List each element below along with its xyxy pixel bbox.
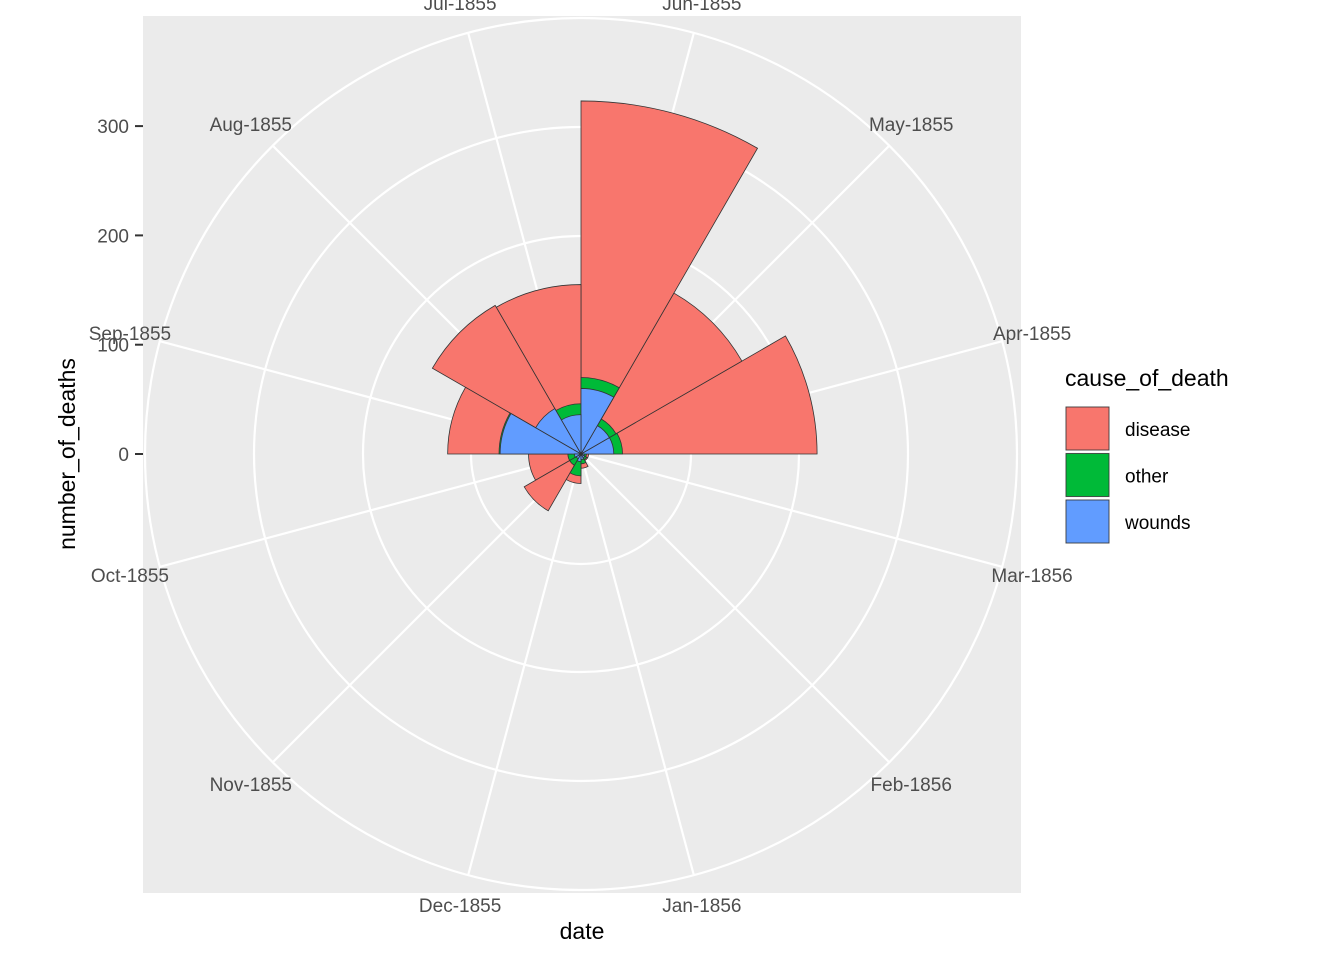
- x-axis-title: date: [560, 918, 605, 944]
- grid-circle-3: [143, 16, 1019, 892]
- angle-label-Feb-1856: Feb-1856: [871, 775, 952, 796]
- wedge-disease-Nov-1855: [523, 452, 583, 512]
- grid-spoke-10: [580, 453, 891, 764]
- angle-label-Sep-1855: Sep-1855: [89, 324, 171, 345]
- legend-swatch-disease: [1065, 406, 1110, 451]
- y-tick-label-200: 200: [97, 226, 129, 247]
- bars: [431, 100, 818, 512]
- wedge-wounds-Dec-1855: [576, 452, 582, 463]
- angle-label-Apr-1855: Apr-1855: [993, 324, 1071, 345]
- y-tick-label-0: 0: [118, 445, 129, 466]
- grid-spoke-6: [159, 452, 582, 568]
- legend-swatch-other: [1065, 453, 1110, 497]
- angle-label-Jan-1856: Jan-1856: [662, 896, 741, 917]
- legend-label-other: other: [1125, 467, 1169, 488]
- angle-label-Dec-1855: Dec-1855: [419, 896, 501, 917]
- legend-label-disease: disease: [1125, 420, 1191, 441]
- y-axis-title: number_of_deaths: [54, 358, 80, 550]
- wedge-disease-May-1855: [579, 292, 743, 456]
- wedge-disease-Apr-1855: [579, 335, 818, 455]
- wedge-wounds-Sep-1855: [499, 413, 583, 455]
- angle-tick-labels: Apr-1855 May-1855 Jun-1855 Jul-1855 Aug-1855…: [89, 0, 1073, 917]
- legend-label-wounds: wounds: [1124, 513, 1191, 534]
- angle-label-Aug-1855: Aug-1855: [210, 115, 292, 136]
- legend: cause_of_death disease other wounds: [1065, 365, 1229, 544]
- grid-spoke-8: [467, 453, 583, 876]
- y-tick-label-300: 300: [97, 117, 129, 138]
- angle-label-Mar-1856: Mar-1856: [991, 566, 1072, 587]
- grid-spoke-9: [579, 453, 695, 876]
- wedge-disease-Jun-1855: [580, 100, 759, 456]
- y-tick-label-100: 100: [97, 336, 129, 357]
- angle-label-Jul-1855: Jul-1855: [424, 0, 497, 15]
- angle-label-Jun-1855: Jun-1855: [662, 0, 741, 15]
- grid-spoke-11: [580, 452, 1003, 568]
- y-axis: 0 100 200 300: [97, 117, 143, 466]
- angle-label-May-1855: May-1855: [869, 115, 954, 136]
- wedge-wounds-Jun-1855: [580, 388, 615, 456]
- legend-title: cause_of_death: [1065, 365, 1229, 391]
- legend-swatch-wounds: [1065, 499, 1110, 544]
- angle-label-Oct-1855: Oct-1855: [91, 566, 169, 587]
- grid-spoke-7: [271, 453, 582, 764]
- wedge-wounds-Mar-1856: [579, 453, 585, 457]
- angle-label-Nov-1855: Nov-1855: [210, 775, 292, 796]
